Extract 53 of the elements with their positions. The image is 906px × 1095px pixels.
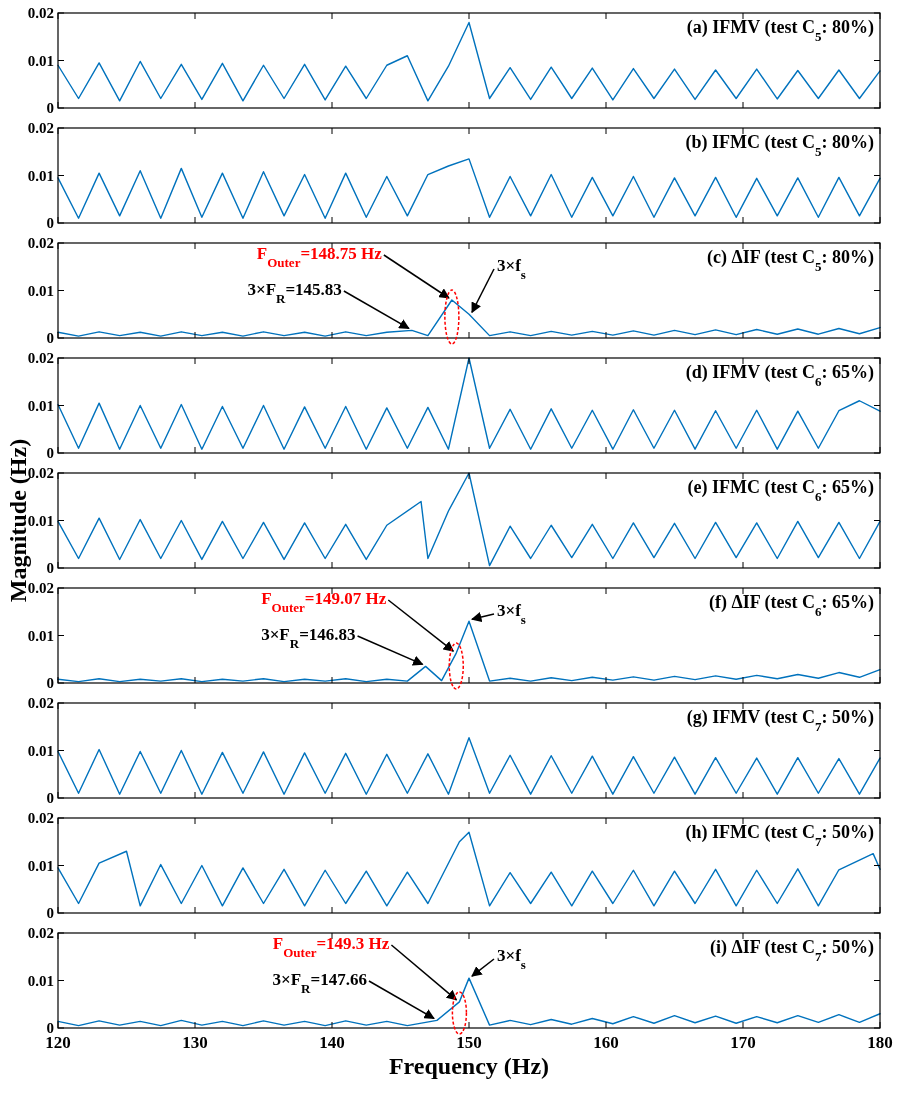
- chart-title: (a) IFMV (test C$_{5}$: 80%): [686, 17, 874, 44]
- chart-title: (e) IFMC (test C$_{6}$: 65%): [687, 477, 874, 504]
- y-tick-label: 0.01: [27, 627, 54, 644]
- line-series: [57, 21, 881, 102]
- line-series: [57, 472, 881, 567]
- chart-title: (f) ΔIF (test C$_{6}$: 65%): [708, 592, 874, 619]
- y-tick-label: 0.02: [27, 695, 54, 712]
- x-tick-label: 140: [319, 1033, 345, 1052]
- y-tick-label: 0.01: [27, 742, 54, 759]
- x-tick-label: 170: [730, 1033, 756, 1052]
- y-tick-label: 0: [46, 330, 54, 347]
- y-tick-label: 0.02: [27, 925, 54, 942]
- x-tick-label: 160: [593, 1033, 619, 1052]
- chart-title: (c) ΔIF (test C$_{5}$: 80%): [706, 247, 874, 274]
- y-tick-label: 0.01: [27, 282, 54, 299]
- y-tick-label: 0: [46, 905, 54, 922]
- y-tick-label: 0.01: [27, 167, 54, 184]
- y-tick-label: 0.02: [27, 350, 54, 367]
- y-tick-label: 0.01: [27, 397, 54, 414]
- x-tick-label: 130: [182, 1033, 208, 1052]
- annotation: F$_{Outer}$=148.75 Hz: [256, 244, 383, 270]
- y-tick-label: 0.02: [27, 810, 54, 827]
- line-series: [57, 736, 881, 795]
- annotation: 3×F$_{R}$=147.66: [272, 970, 367, 996]
- y-tick-label: 0: [46, 100, 54, 117]
- chart-title: (g) IFMV (test C$_{7}$: 50%): [686, 707, 874, 734]
- y-tick-label: 0.02: [27, 5, 54, 22]
- annotation: 3×f$_{s}$: [497, 946, 526, 972]
- annotation: 3×F$_{R}$=145.83: [247, 280, 342, 306]
- y-tick-label: 0.02: [27, 235, 54, 252]
- annotation: 3×F$_{R}$=146.83: [261, 625, 356, 651]
- y-tick-label: 0: [46, 215, 54, 232]
- chart-title: (b) IFMC (test C$_{5}$: 80%): [685, 132, 874, 159]
- y-tick-label: 0: [46, 675, 54, 692]
- y-tick-label: 0: [46, 445, 54, 462]
- line-series: [57, 620, 881, 683]
- annotation: 3×f$_{s}$: [497, 601, 526, 627]
- y-tick-label: 0: [46, 790, 54, 807]
- y-tick-label: 0: [46, 560, 54, 577]
- x-axis-title: Frequency (Hz): [388, 1053, 550, 1079]
- y-tick-label: 0.02: [27, 120, 54, 137]
- chart-title: (d) IFMV (test C$_{6}$: 65%): [685, 362, 874, 389]
- annotation: F$_{Outer}$=149.07 Hz: [261, 589, 387, 615]
- y-tick-label: 0.01: [27, 52, 54, 69]
- annotation: 3×f$_{s}$: [497, 256, 526, 282]
- x-tick-label: 180: [867, 1033, 893, 1052]
- chart-title: (h) IFMC (test C$_{7}$: 50%): [685, 822, 874, 849]
- line-series: [57, 158, 881, 219]
- y-tick-label: 0.01: [27, 972, 54, 989]
- y-tick-label: 0.01: [27, 857, 54, 874]
- x-tick-label: 150: [456, 1033, 482, 1052]
- annotation: F$_{Outer}$=149.3 Hz: [272, 934, 390, 960]
- chart-title: (i) ΔIF (test C$_{7}$: 50%): [709, 937, 874, 964]
